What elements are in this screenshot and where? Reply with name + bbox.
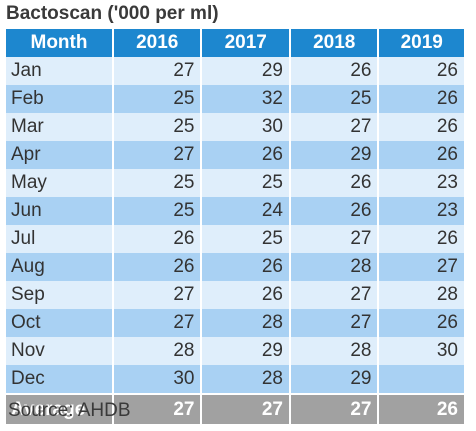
header-row: Month 2016 2017 2018 2019 bbox=[6, 29, 464, 57]
average-2018: 27 bbox=[290, 393, 380, 424]
month-cell: Jul bbox=[6, 225, 114, 253]
value-cell-2017: 25 bbox=[202, 225, 291, 253]
table-row: Jan 27 29 26 26 bbox=[6, 57, 464, 85]
value-cell-2016: 25 bbox=[114, 85, 203, 113]
month-cell: Jun bbox=[6, 197, 114, 225]
month-cell: Aug bbox=[6, 253, 114, 281]
value-cell-2017: 28 bbox=[202, 309, 291, 337]
value-cell-2016: 27 bbox=[114, 281, 203, 309]
header-2018: 2018 bbox=[290, 29, 380, 57]
value-cell-2019: 23 bbox=[379, 169, 464, 197]
value-cell-2019: 26 bbox=[379, 309, 464, 337]
value-cell-2018: 27 bbox=[290, 281, 380, 309]
value-cell-2019: 26 bbox=[379, 225, 464, 253]
value-cell-2018: 25 bbox=[290, 85, 380, 113]
month-cell: Sep bbox=[6, 281, 114, 309]
value-cell-2018: 26 bbox=[290, 197, 380, 225]
value-cell-2017: 28 bbox=[202, 365, 291, 393]
value-cell-2018: 27 bbox=[290, 225, 380, 253]
value-cell-2016: 27 bbox=[114, 309, 203, 337]
average-2016: 27 bbox=[114, 393, 203, 424]
value-cell-2016: 26 bbox=[114, 253, 203, 281]
table-row: Nov 28 29 28 30 bbox=[6, 337, 464, 365]
value-cell-2019: 28 bbox=[379, 281, 464, 309]
value-cell-2017: 26 bbox=[202, 253, 291, 281]
value-cell-2017: 29 bbox=[202, 337, 291, 365]
value-cell-2018: 26 bbox=[290, 57, 380, 85]
month-cell: Jan bbox=[6, 57, 114, 85]
value-cell-2019 bbox=[379, 365, 464, 393]
value-cell-2018: 26 bbox=[290, 169, 380, 197]
table-row: Aug 26 26 28 27 bbox=[6, 253, 464, 281]
value-cell-2017: 26 bbox=[202, 141, 291, 169]
value-cell-2016: 27 bbox=[114, 57, 203, 85]
header-2017: 2017 bbox=[202, 29, 291, 57]
average-label: Average bbox=[6, 393, 114, 424]
header-2016: 2016 bbox=[114, 29, 203, 57]
table-title: Bactoscan ('000 per ml) bbox=[6, 3, 219, 24]
table-row: Mar 25 30 27 26 bbox=[6, 113, 464, 141]
value-cell-2017: 24 bbox=[202, 197, 291, 225]
header-month: Month bbox=[6, 29, 114, 57]
value-cell-2018: 29 bbox=[290, 365, 380, 393]
month-cell: Apr bbox=[6, 141, 114, 169]
value-cell-2019: 23 bbox=[379, 197, 464, 225]
source-note: Source: AHDB bbox=[8, 400, 131, 421]
value-cell-2019: 30 bbox=[379, 337, 464, 365]
value-cell-2017: 29 bbox=[202, 57, 291, 85]
value-cell-2016: 25 bbox=[114, 169, 203, 197]
value-cell-2018: 29 bbox=[290, 141, 380, 169]
value-cell-2017: 25 bbox=[202, 169, 291, 197]
month-cell: Mar bbox=[6, 113, 114, 141]
value-cell-2019: 27 bbox=[379, 253, 464, 281]
table-row: Jul 26 25 27 26 bbox=[6, 225, 464, 253]
table-row: May 25 25 26 23 bbox=[6, 169, 464, 197]
month-cell: May bbox=[6, 169, 114, 197]
table-row: Jun 25 24 26 23 bbox=[6, 197, 464, 225]
month-cell: Feb bbox=[6, 85, 114, 113]
value-cell-2016: 28 bbox=[114, 337, 203, 365]
value-cell-2018: 27 bbox=[290, 113, 380, 141]
table-row: Oct 27 28 27 26 bbox=[6, 309, 464, 337]
header-2019: 2019 bbox=[379, 29, 464, 57]
value-cell-2017: 30 bbox=[202, 113, 291, 141]
value-cell-2019: 26 bbox=[379, 113, 464, 141]
month-cell: Dec bbox=[6, 365, 114, 393]
value-cell-2016: 26 bbox=[114, 225, 203, 253]
average-2017: 27 bbox=[202, 393, 291, 424]
value-cell-2016: 25 bbox=[114, 197, 203, 225]
bactoscan-table: Month 2016 2017 2018 2019 Jan 27 29 26 26 Feb… bbox=[6, 29, 464, 424]
month-cell: Nov bbox=[6, 337, 114, 365]
table-row: Feb 25 32 25 26 bbox=[6, 85, 464, 113]
value-cell-2017: 32 bbox=[202, 85, 291, 113]
table-row: Dec 30 28 29 bbox=[6, 365, 464, 393]
table-row: Apr 27 26 29 26 bbox=[6, 141, 464, 169]
value-cell-2019: 26 bbox=[379, 85, 464, 113]
value-cell-2018: 27 bbox=[290, 309, 380, 337]
month-cell: Oct bbox=[6, 309, 114, 337]
value-cell-2019: 26 bbox=[379, 141, 464, 169]
value-cell-2016: 27 bbox=[114, 141, 203, 169]
table-row: Sep 27 26 27 28 bbox=[6, 281, 464, 309]
value-cell-2017: 26 bbox=[202, 281, 291, 309]
value-cell-2016: 25 bbox=[114, 113, 203, 141]
value-cell-2018: 28 bbox=[290, 253, 380, 281]
value-cell-2016: 30 bbox=[114, 365, 203, 393]
average-2019: 26 bbox=[379, 393, 464, 424]
average-row: Average 27 27 27 26 bbox=[6, 393, 464, 424]
value-cell-2018: 28 bbox=[290, 337, 380, 365]
value-cell-2019: 26 bbox=[379, 57, 464, 85]
